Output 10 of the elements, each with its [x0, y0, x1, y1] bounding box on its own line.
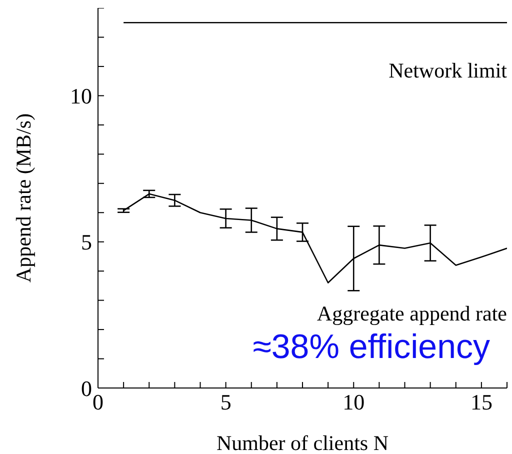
- annotation: ≈38% efficiency: [252, 328, 490, 367]
- y-tick-label: 5: [81, 230, 92, 255]
- x-tick-label: 10: [342, 390, 365, 415]
- x-axis-title: Number of clients N: [216, 431, 389, 454]
- y-axis-title: Append rate (MB/s): [11, 113, 36, 283]
- series-label: Network limit: [388, 58, 508, 83]
- x-tick-label: 5: [220, 390, 232, 415]
- series-label: Aggregate append rate: [316, 301, 507, 326]
- y-tick-label: 10: [70, 84, 92, 108]
- x-tick-label: 15: [470, 390, 492, 415]
